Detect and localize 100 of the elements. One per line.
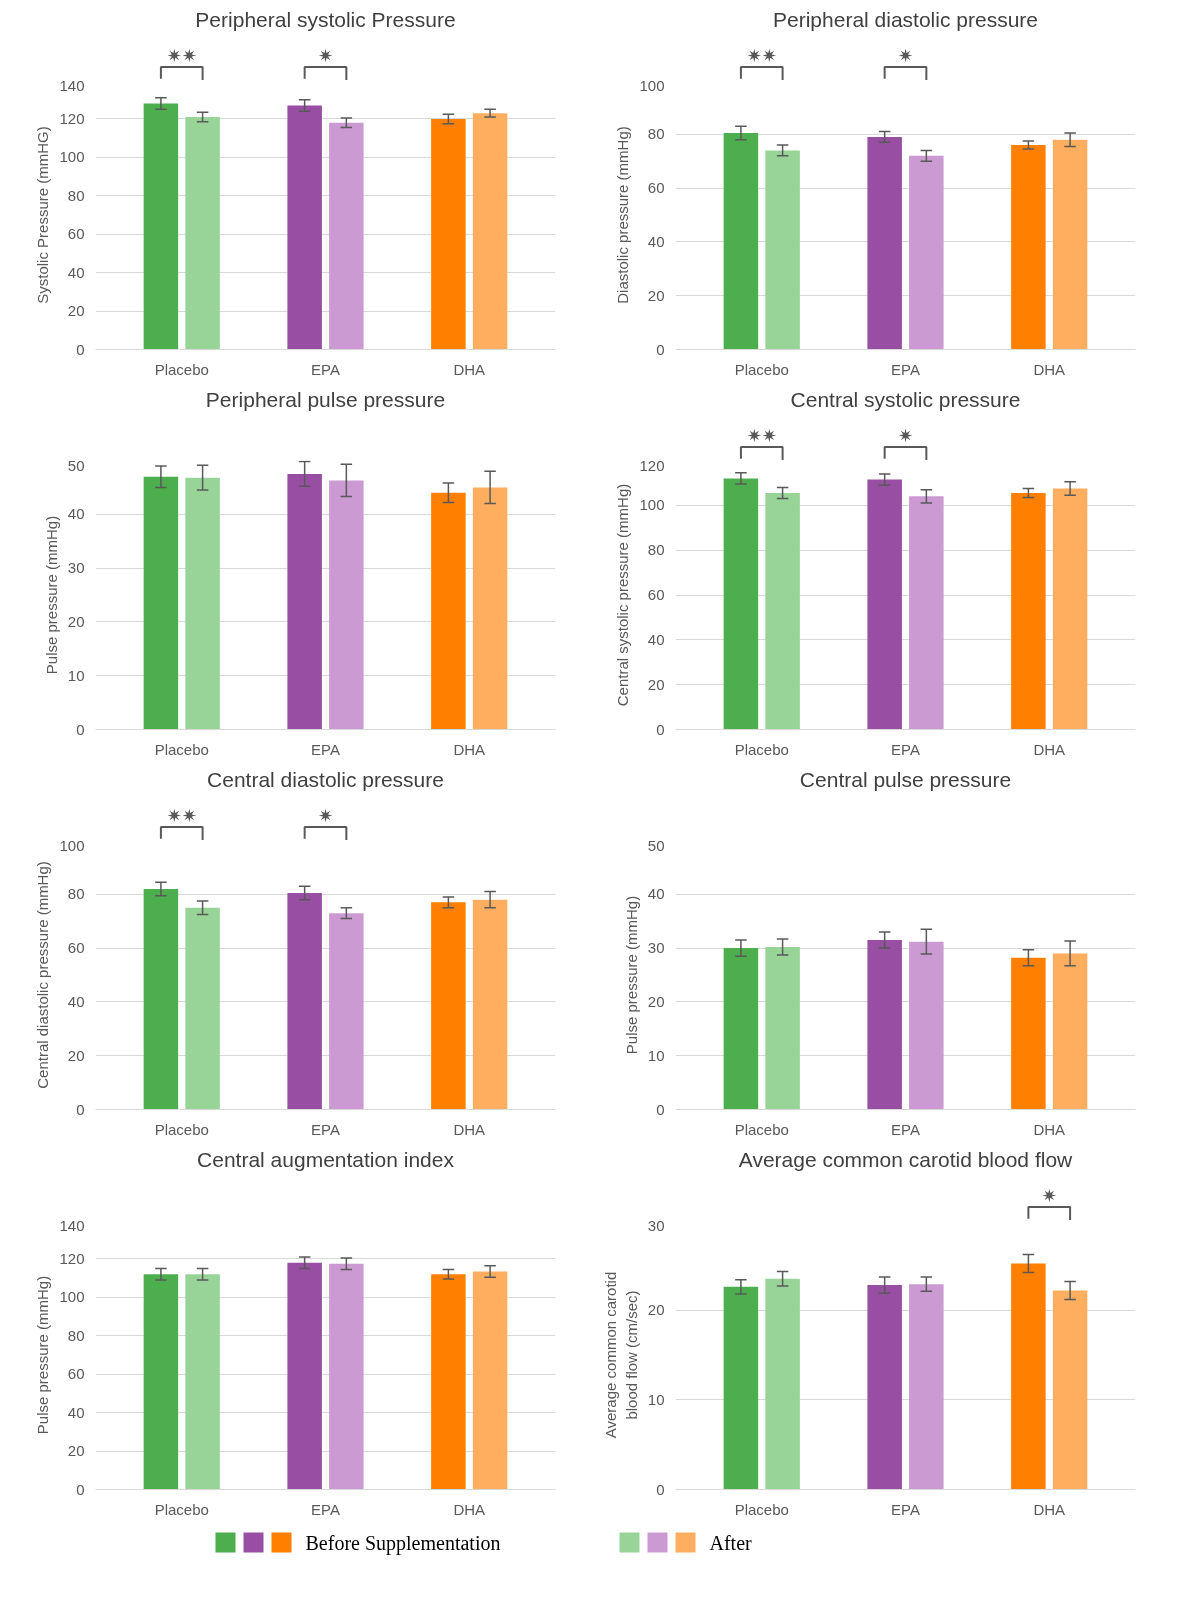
y-tick-label: 100: [59, 1288, 85, 1306]
y-axis-title: Average common carotid blood flow (cm/sec): [602, 1271, 640, 1439]
y-tick-label: 120: [639, 456, 665, 474]
y-tick-label: 0: [76, 340, 85, 358]
y-tick-label: 10: [647, 1046, 665, 1064]
chart-title: Central diastolic pressure: [207, 767, 444, 791]
y-tick-label: 0: [76, 1100, 85, 1118]
y-axis-title: Pulse pressure (mmHg): [34, 1275, 52, 1435]
y-axis-title: Systolic Pressure (mmHG): [34, 126, 52, 304]
y-tick-label: 60: [67, 1365, 85, 1383]
y-axis-title: Central diastolic pressure (mmHg): [34, 861, 52, 1089]
y-tick-label: 60: [67, 939, 85, 957]
bar: [287, 105, 322, 350]
y-tick-label: 40: [67, 1403, 85, 1421]
x-tick-label: Placebo: [734, 740, 789, 758]
x-tick-label: DHA: [453, 1120, 486, 1138]
y-axis-title: Pulse pressure (mmHg): [42, 515, 60, 675]
y-tick-label: 40: [67, 992, 85, 1010]
y-tick-label: 30: [67, 559, 85, 577]
bar: [329, 122, 364, 350]
x-tick-label: Placebo: [154, 1120, 209, 1138]
x-tick-label: Placebo: [154, 360, 209, 378]
y-tick-label: 80: [647, 541, 665, 559]
text: ✷✷: [166, 805, 197, 827]
y-tick-label: 40: [67, 263, 85, 281]
x-tick-label: DHA: [453, 740, 486, 758]
bar: [472, 487, 508, 730]
x-tick-label: Placebo: [154, 1500, 209, 1518]
y-tick-label: 80: [647, 125, 665, 143]
y-tick-label: 20: [647, 286, 665, 304]
y-tick-label: 20: [647, 1301, 665, 1319]
y-tick-label: 0: [656, 1480, 665, 1498]
y-tick-label: 50: [647, 836, 665, 854]
y-tick-label: 100: [639, 496, 665, 514]
chart-title: Peripheral pulse pressure: [205, 387, 446, 411]
bar: [867, 940, 902, 1110]
chart-title: Peripheral diastolic pressure: [773, 7, 1038, 31]
y-tick-label: 20: [67, 1442, 85, 1460]
y-tick-label: 40: [647, 232, 665, 250]
bar: [185, 477, 220, 730]
y-tick-label: 80: [67, 186, 85, 204]
y-tick-label: 0: [656, 340, 665, 358]
y-tick-label: 20: [67, 1046, 85, 1064]
y-tick-label: 40: [647, 630, 665, 648]
bar: [723, 948, 759, 1110]
y-tick-label: 60: [647, 586, 665, 603]
text: ✷: [317, 805, 334, 827]
chart-title: Average common carotid blood flow: [738, 1147, 1074, 1171]
y-tick-label: 0: [656, 1100, 665, 1118]
bar: [329, 480, 364, 730]
y-tick-label: 20: [67, 612, 85, 630]
y-tick-label: 0: [76, 720, 85, 738]
y-axis-title: Pulse pressure (mmHg): [622, 895, 640, 1055]
y-tick-label: 100: [59, 836, 85, 854]
bar: [1011, 957, 1046, 1110]
y-tick-label: 60: [67, 225, 85, 243]
x-tick-label: EPA: [891, 1120, 920, 1138]
y-tick-label: 100: [59, 148, 85, 166]
bar: [431, 492, 466, 730]
bar: [909, 941, 944, 1110]
bar: [765, 947, 800, 1110]
y-tick-label: 80: [67, 885, 85, 903]
bar: [431, 118, 466, 350]
bar: [143, 476, 179, 730]
y-axis-title: Diastolic pressure (mmHg): [614, 126, 632, 304]
bar: [287, 473, 322, 730]
bar: [185, 117, 220, 350]
chart-title: Central systolic pressure: [790, 387, 1021, 411]
y-tick-label: 30: [647, 939, 665, 957]
y-tick-label: 0: [76, 1480, 85, 1498]
text: ✷: [1041, 1185, 1057, 1207]
x-tick-label: EPA: [311, 360, 340, 378]
y-tick-label: 30: [647, 1216, 665, 1234]
x-tick-label: Placebo: [154, 740, 209, 758]
y-tick-label: 140: [59, 76, 85, 94]
x-tick-label: Placebo: [734, 360, 789, 378]
text: ✷✷: [746, 45, 777, 67]
x-tick-label: DHA: [1033, 1120, 1066, 1138]
x-tick-label: EPA: [311, 1120, 340, 1138]
text: ✷✷: [746, 425, 777, 447]
x-tick-label: DHA: [453, 1500, 486, 1518]
y-tick-label: 40: [67, 505, 85, 523]
x-tick-label: DHA: [1033, 740, 1066, 758]
y-tick-label: 100: [639, 76, 665, 94]
legend-label: Before Supplementation: [305, 1531, 501, 1555]
x-tick-label: DHA: [1033, 360, 1066, 378]
x-tick-label: EPA: [891, 360, 920, 378]
y-tick-label: 40: [647, 885, 665, 903]
x-tick-label: DHA: [453, 360, 486, 378]
bar: [1052, 953, 1088, 1110]
x-tick-label: DHA: [1033, 1500, 1066, 1518]
x-tick-label: EPA: [311, 740, 340, 758]
y-tick-label: 50: [67, 456, 85, 474]
y-tick-label: 20: [647, 992, 665, 1010]
bar: [143, 103, 179, 350]
y-axis-title: Central systolic pressure (mmHg): [614, 483, 632, 707]
y-tick-label: 20: [67, 302, 85, 320]
x-tick-label: EPA: [311, 1500, 340, 1518]
x-tick-label: EPA: [891, 1500, 920, 1518]
text: ✷: [317, 45, 334, 67]
